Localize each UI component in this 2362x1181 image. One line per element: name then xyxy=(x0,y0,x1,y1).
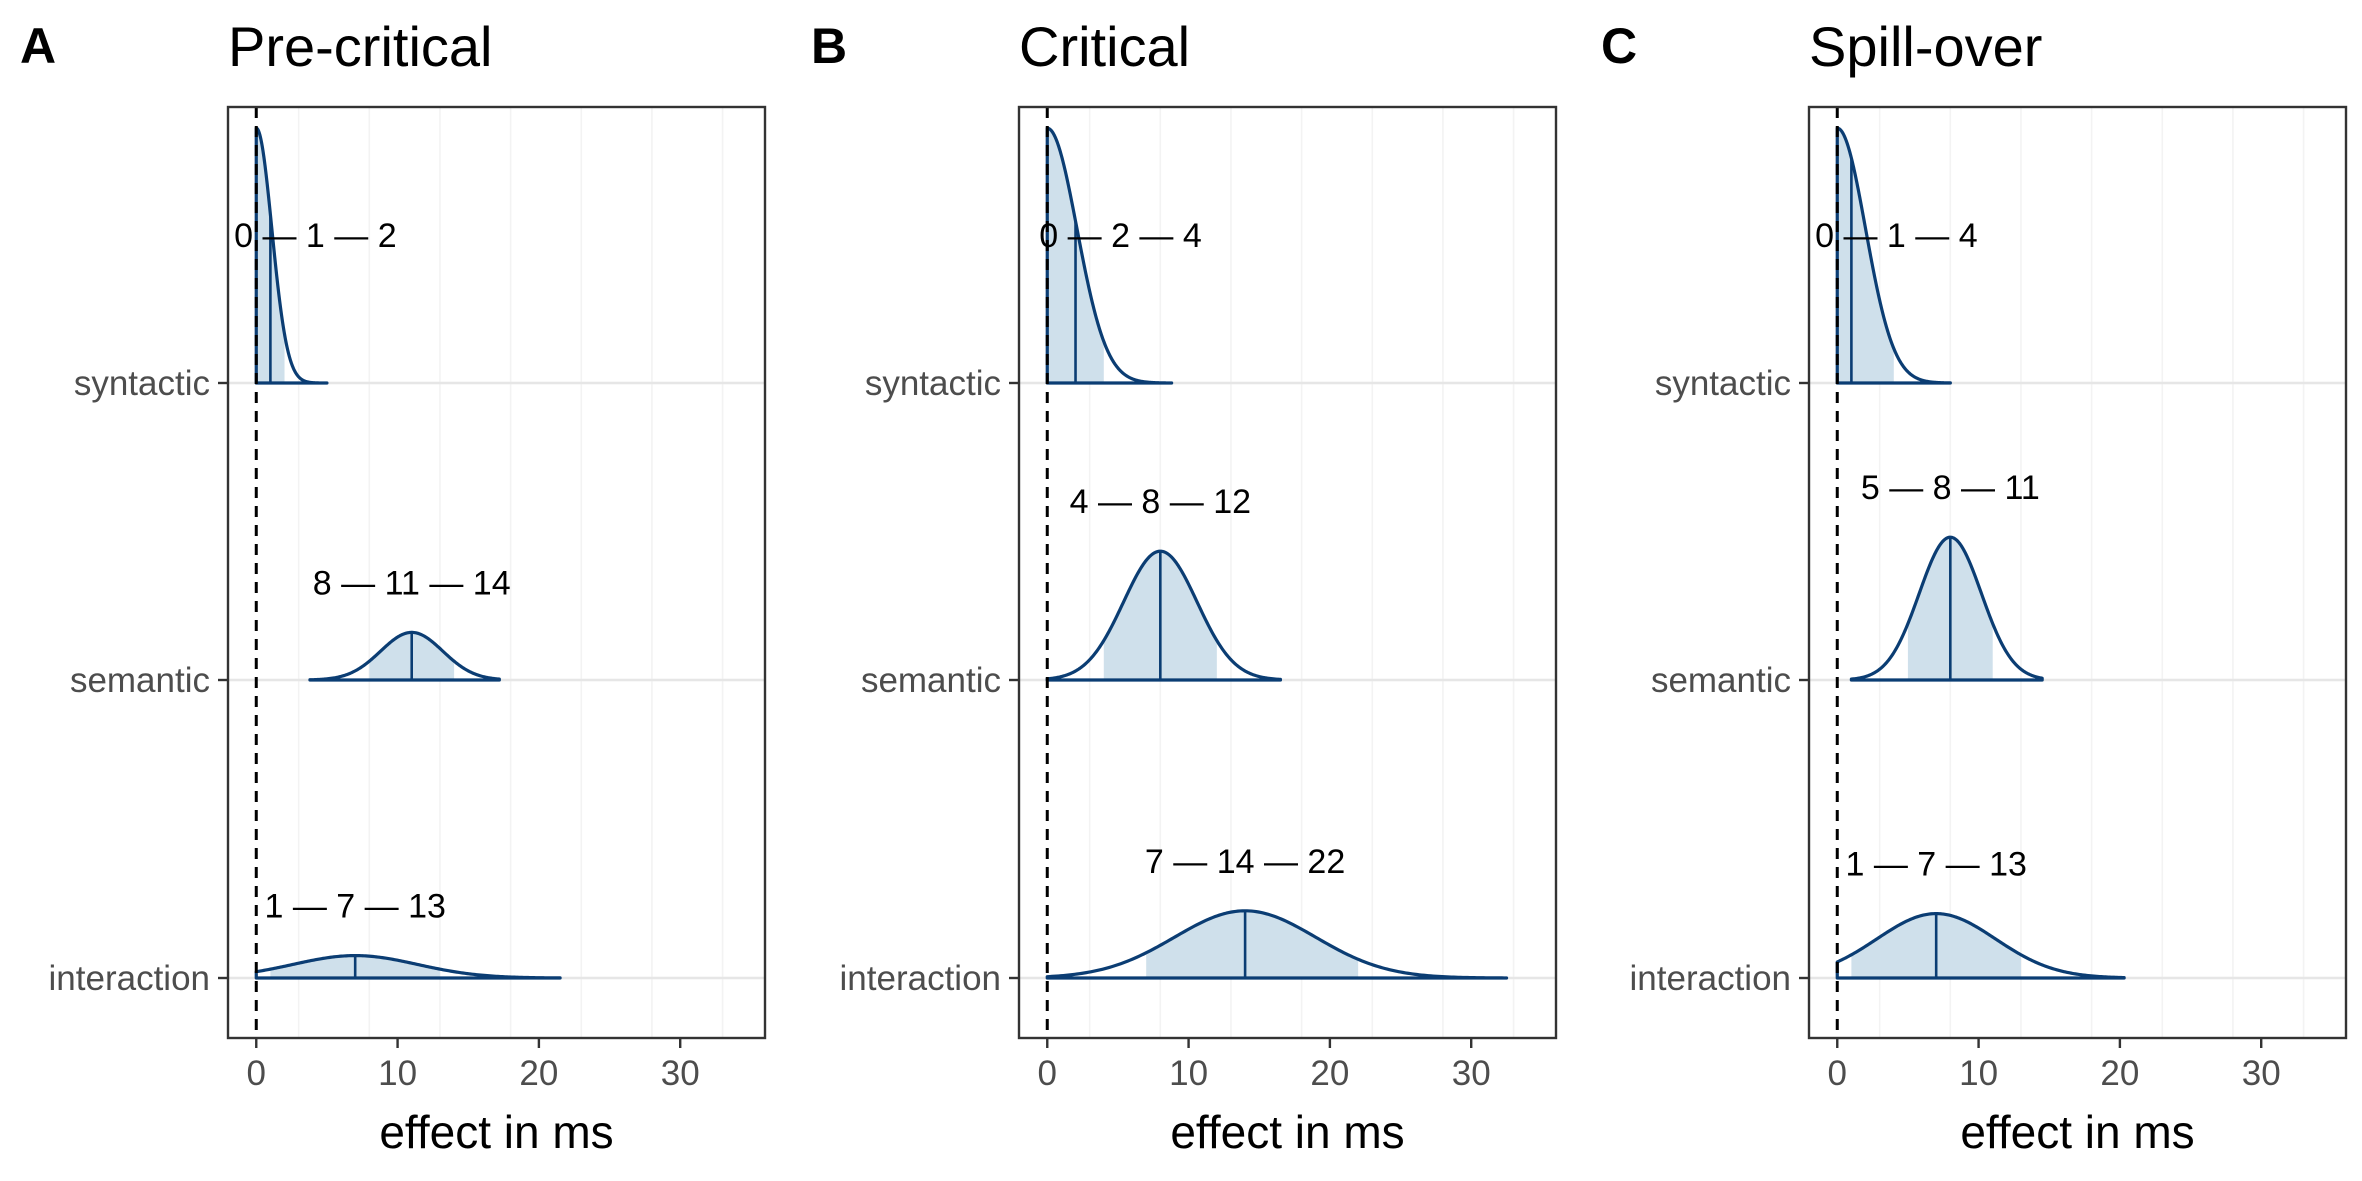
x-tick-label: 30 xyxy=(1452,1054,1491,1093)
density-semantic: 5 — 8 — 11 xyxy=(1849,469,2044,682)
density-curve xyxy=(1045,909,1509,980)
panel-b: B Critical 0 — 2 — 4 4 — 8 — 12 7 — 14 — 22 s… xyxy=(811,15,1558,1158)
y-tick-label: semantic xyxy=(861,661,1001,700)
panel-a: A Pre-critical 0 — 1 — 2 8 — 11 — 14 1 — 7 —… xyxy=(20,15,767,1158)
density-syntactic: 0 — 1 — 2 xyxy=(234,126,397,385)
y-tick-label: interaction xyxy=(49,959,210,998)
credible-interval-area xyxy=(1837,128,1894,383)
y-tick-label: syntactic xyxy=(74,364,210,403)
interval-label: 1 — 7 — 13 xyxy=(1845,846,2026,884)
density-interaction: 7 — 14 — 22 xyxy=(1045,843,1509,980)
y-tick-label: syntactic xyxy=(1655,364,1791,403)
x-tick-label: 0 xyxy=(1038,1054,1057,1093)
x-tick-label: 10 xyxy=(1169,1054,1208,1093)
density-curve xyxy=(1849,535,2044,682)
density-syntactic: 0 — 1 — 4 xyxy=(1815,126,1978,385)
x-tick-label: 10 xyxy=(378,1054,417,1093)
density-semantic: 8 — 11 — 14 xyxy=(308,564,511,682)
panel-title: Spill-over xyxy=(1809,15,2042,78)
x-tick-label: 20 xyxy=(519,1054,558,1093)
panel-frame xyxy=(1017,105,1558,1040)
x-tick-label: 0 xyxy=(1828,1054,1847,1093)
x-axis-title: effect in ms xyxy=(379,1106,613,1158)
density-interaction: 1 — 7 — 13 xyxy=(1835,846,2126,980)
density-curve xyxy=(1045,549,1283,682)
y-tick-label: syntactic xyxy=(865,364,1001,403)
panel-letter: C xyxy=(1601,18,1637,74)
density-curve xyxy=(254,954,562,980)
interval-label: 4 — 8 — 12 xyxy=(1070,483,1251,521)
density-curve xyxy=(1835,126,1952,385)
panel-title: Pre-critical xyxy=(228,15,492,78)
x-tick-label: 20 xyxy=(1310,1054,1349,1093)
density-semantic: 4 — 8 — 12 xyxy=(1045,483,1283,682)
x-axis-title: effect in ms xyxy=(1170,1106,1404,1158)
x-tick-label: 0 xyxy=(247,1054,266,1093)
x-tick-label: 20 xyxy=(2100,1054,2139,1093)
interval-label: 0 — 2 — 4 xyxy=(1039,217,1202,255)
y-tick-label: interaction xyxy=(840,959,1001,998)
density-curve xyxy=(308,630,501,682)
x-tick-label: 10 xyxy=(1959,1054,1998,1093)
panel-title: Critical xyxy=(1019,15,1190,78)
panel-frame xyxy=(1807,105,2348,1040)
panel-letter: A xyxy=(20,18,56,74)
y-tick-label: interaction xyxy=(1630,959,1791,998)
panel-c: C Spill-over 0 — 1 — 4 5 — 8 — 11 1 — 7 — 13… xyxy=(1601,15,2348,1158)
panel-letter: B xyxy=(811,18,847,74)
credible-interval-area xyxy=(1146,910,1359,978)
y-tick-label: semantic xyxy=(70,661,210,700)
density-syntactic: 0 — 2 — 4 xyxy=(1039,126,1202,385)
interval-label: 8 — 11 — 14 xyxy=(313,564,511,602)
x-tick-label: 30 xyxy=(2242,1054,2281,1093)
y-tick-label: semantic xyxy=(1651,661,1791,700)
x-axis-title: effect in ms xyxy=(1960,1106,2194,1158)
density-curve xyxy=(1835,912,2126,980)
interval-label: 7 — 14 — 22 xyxy=(1145,843,1345,881)
interval-label: 1 — 7 — 13 xyxy=(264,888,445,926)
density-curve xyxy=(1045,126,1174,385)
panel-frame xyxy=(226,105,767,1040)
density-interaction: 1 — 7 — 13 xyxy=(254,888,562,980)
interval-label: 0 — 1 — 4 xyxy=(1815,217,1978,255)
x-tick-label: 30 xyxy=(661,1054,700,1093)
density-curve xyxy=(254,126,329,385)
interval-label: 5 — 8 — 11 xyxy=(1861,469,2040,507)
interval-label: 0 — 1 — 2 xyxy=(234,217,397,255)
